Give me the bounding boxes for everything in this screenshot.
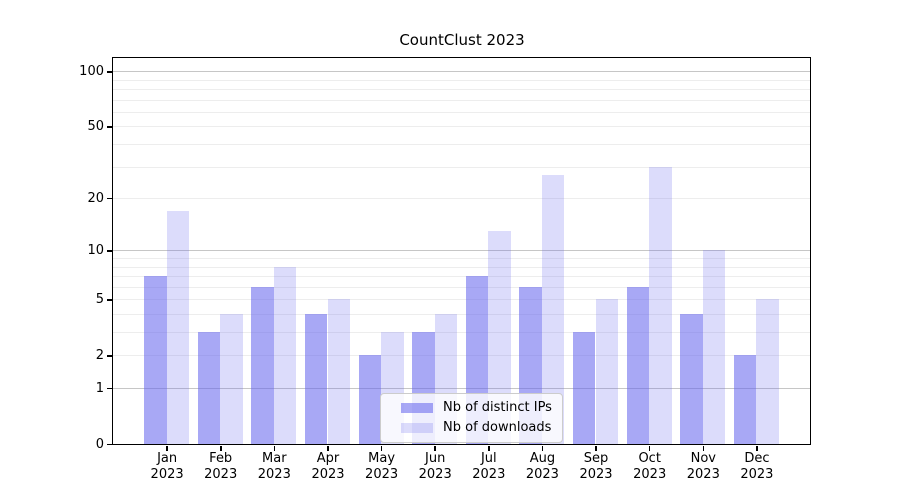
x-tick-label: Dec 2023 <box>740 451 774 482</box>
x-tick-label: Jul 2023 <box>472 451 506 482</box>
bar-distinct-ips <box>733 355 757 444</box>
legend-label-downloads: Nb of downloads <box>443 420 552 435</box>
gridline-minor <box>113 79 810 81</box>
y-tick-mark <box>107 197 112 200</box>
gridline-major <box>113 388 810 389</box>
bar-downloads <box>756 299 779 444</box>
y-tick-label: 1 <box>95 380 104 396</box>
bar-distinct-ips <box>197 332 221 444</box>
gridline-minor <box>113 332 810 333</box>
gridline-minor <box>113 89 810 91</box>
x-tick-label: Jun 2023 <box>418 451 452 482</box>
y-tick-mark <box>107 387 112 390</box>
x-tick-mark <box>541 446 544 451</box>
gridline-major <box>113 250 810 252</box>
bar-distinct-ips <box>251 286 274 444</box>
gridline-major <box>113 71 810 73</box>
gridline-minor <box>113 258 810 259</box>
bar-distinct-ips <box>572 332 596 444</box>
bar-distinct-ips <box>144 276 167 444</box>
legend: Nb of distinct IPs Nb of downloads <box>380 393 563 443</box>
x-tick-label: Nov 2023 <box>686 451 720 482</box>
gridline-minor <box>113 314 810 315</box>
legend-swatch-downloads <box>401 423 433 433</box>
bar-downloads <box>541 174 565 444</box>
x-tick-label: Mar 2023 <box>257 451 291 482</box>
gridline-minor <box>113 299 810 301</box>
gridline-minor <box>113 266 810 268</box>
bar-downloads <box>166 210 190 444</box>
x-tick-label: Oct 2023 <box>633 451 667 482</box>
y-tick-mark <box>107 443 112 446</box>
gridline-minor <box>113 166 810 168</box>
x-tick-mark <box>648 446 651 451</box>
legend-swatch-distinct-ips <box>401 403 433 413</box>
legend-item-distinct-ips: Nb of distinct IPs <box>401 400 552 416</box>
x-tick-label: Aug 2023 <box>525 451 559 482</box>
x-tick-label: May 2023 <box>365 451 399 482</box>
x-tick-mark <box>380 446 383 451</box>
gridline-minor <box>113 198 810 200</box>
x-tick-label: Jan 2023 <box>150 451 184 482</box>
x-tick-mark <box>488 446 490 451</box>
bar-downloads <box>595 299 619 444</box>
x-tick-label: Sep 2023 <box>579 451 613 482</box>
bar-downloads <box>220 314 243 444</box>
bar-downloads <box>327 299 351 444</box>
bar-distinct-ips <box>680 314 703 444</box>
gridlines-layer <box>113 58 810 444</box>
bar-downloads <box>488 230 511 444</box>
y-tick-mark <box>107 126 112 128</box>
y-tick-label: 100 <box>79 63 104 79</box>
gridline-minor <box>113 99 810 101</box>
chart-title: CountClust 2023 <box>399 31 525 49</box>
gridline-minor <box>113 276 810 277</box>
gridline-minor <box>113 112 810 113</box>
y-tick-label: 10 <box>87 242 104 258</box>
y-tick-label: 2 <box>95 347 104 363</box>
y-tick-label: 5 <box>95 291 104 307</box>
y-tick-mark <box>107 250 112 252</box>
x-tick-mark <box>220 446 222 451</box>
gridline-minor <box>113 355 810 357</box>
y-tick-label: 0 <box>95 436 104 452</box>
x-tick-mark <box>702 446 704 451</box>
y-tick-label: 50 <box>87 118 104 134</box>
x-tick-mark <box>595 446 597 451</box>
y-tick-mark <box>107 299 112 301</box>
bar-downloads <box>649 166 672 444</box>
x-tick-mark <box>327 446 329 451</box>
y-tick-label: 20 <box>87 190 104 206</box>
bar-distinct-ips <box>626 286 650 444</box>
bar-downloads <box>273 266 297 444</box>
x-tick-label: Apr 2023 <box>311 451 345 482</box>
y-tick-mark <box>107 355 112 357</box>
legend-item-downloads: Nb of downloads <box>401 420 552 436</box>
gridline-minor <box>113 126 810 128</box>
x-tick-mark <box>166 446 168 451</box>
bar-distinct-ips <box>304 314 328 444</box>
bars-layer <box>113 58 810 444</box>
x-tick-mark <box>756 446 758 451</box>
x-tick-mark <box>273 446 276 451</box>
gridline-minor <box>113 144 810 146</box>
plot-area: Nb of distinct IPs Nb of downloads <box>112 57 811 445</box>
bar-downloads <box>702 250 726 444</box>
bar-distinct-ips <box>358 355 382 444</box>
x-tick-mark <box>434 446 436 451</box>
y-tick-mark <box>107 71 112 73</box>
legend-label-distinct-ips: Nb of distinct IPs <box>443 400 552 415</box>
gridline-minor <box>113 286 810 288</box>
x-tick-label: Feb 2023 <box>204 451 238 482</box>
